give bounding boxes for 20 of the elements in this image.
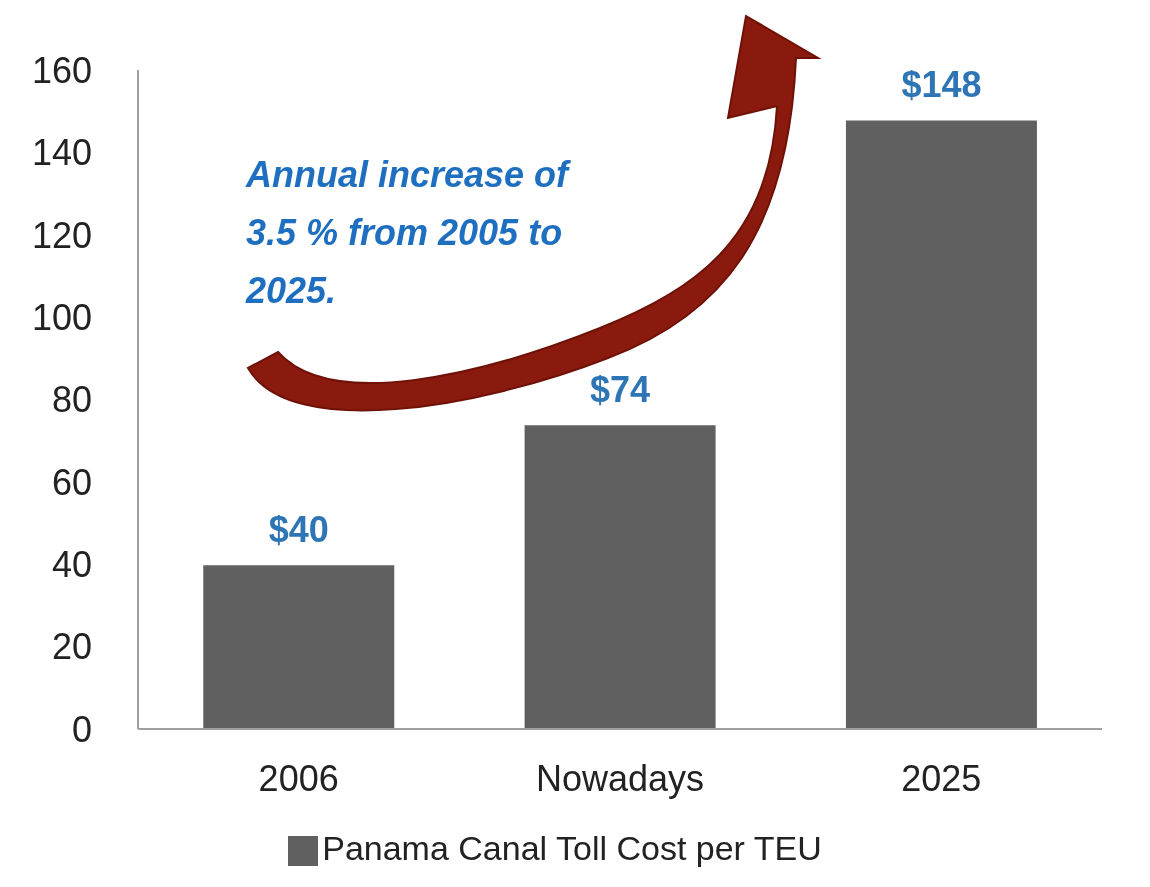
x-tick-label: Nowadays <box>535 757 705 799</box>
x-tick-label: 2025 <box>901 757 982 799</box>
y-tick-label: 100 <box>31 296 92 338</box>
y-tick-label: 40 <box>51 544 92 586</box>
x-tick-label: 2006 <box>258 757 339 799</box>
bar <box>201 563 397 729</box>
bar <box>843 118 1039 729</box>
y-tick-label: 120 <box>31 214 92 256</box>
legend-label: Panama Canal Toll Cost per TEU <box>322 829 822 867</box>
y-tick-label: 20 <box>51 626 92 668</box>
y-tick-label: 80 <box>51 379 92 421</box>
y-tick-label: 0 <box>71 708 92 750</box>
data-label: $74 <box>590 369 651 411</box>
annotation: Annual increase of 3.5 % from 2005 to 2025. <box>246 153 572 313</box>
bar <box>522 423 718 729</box>
y-tick-label: 60 <box>51 461 92 503</box>
y-tick-label: 160 <box>31 49 92 91</box>
data-label: $40 <box>268 509 329 551</box>
y-tick-label: 140 <box>31 132 92 174</box>
data-label: $148 <box>901 64 982 106</box>
